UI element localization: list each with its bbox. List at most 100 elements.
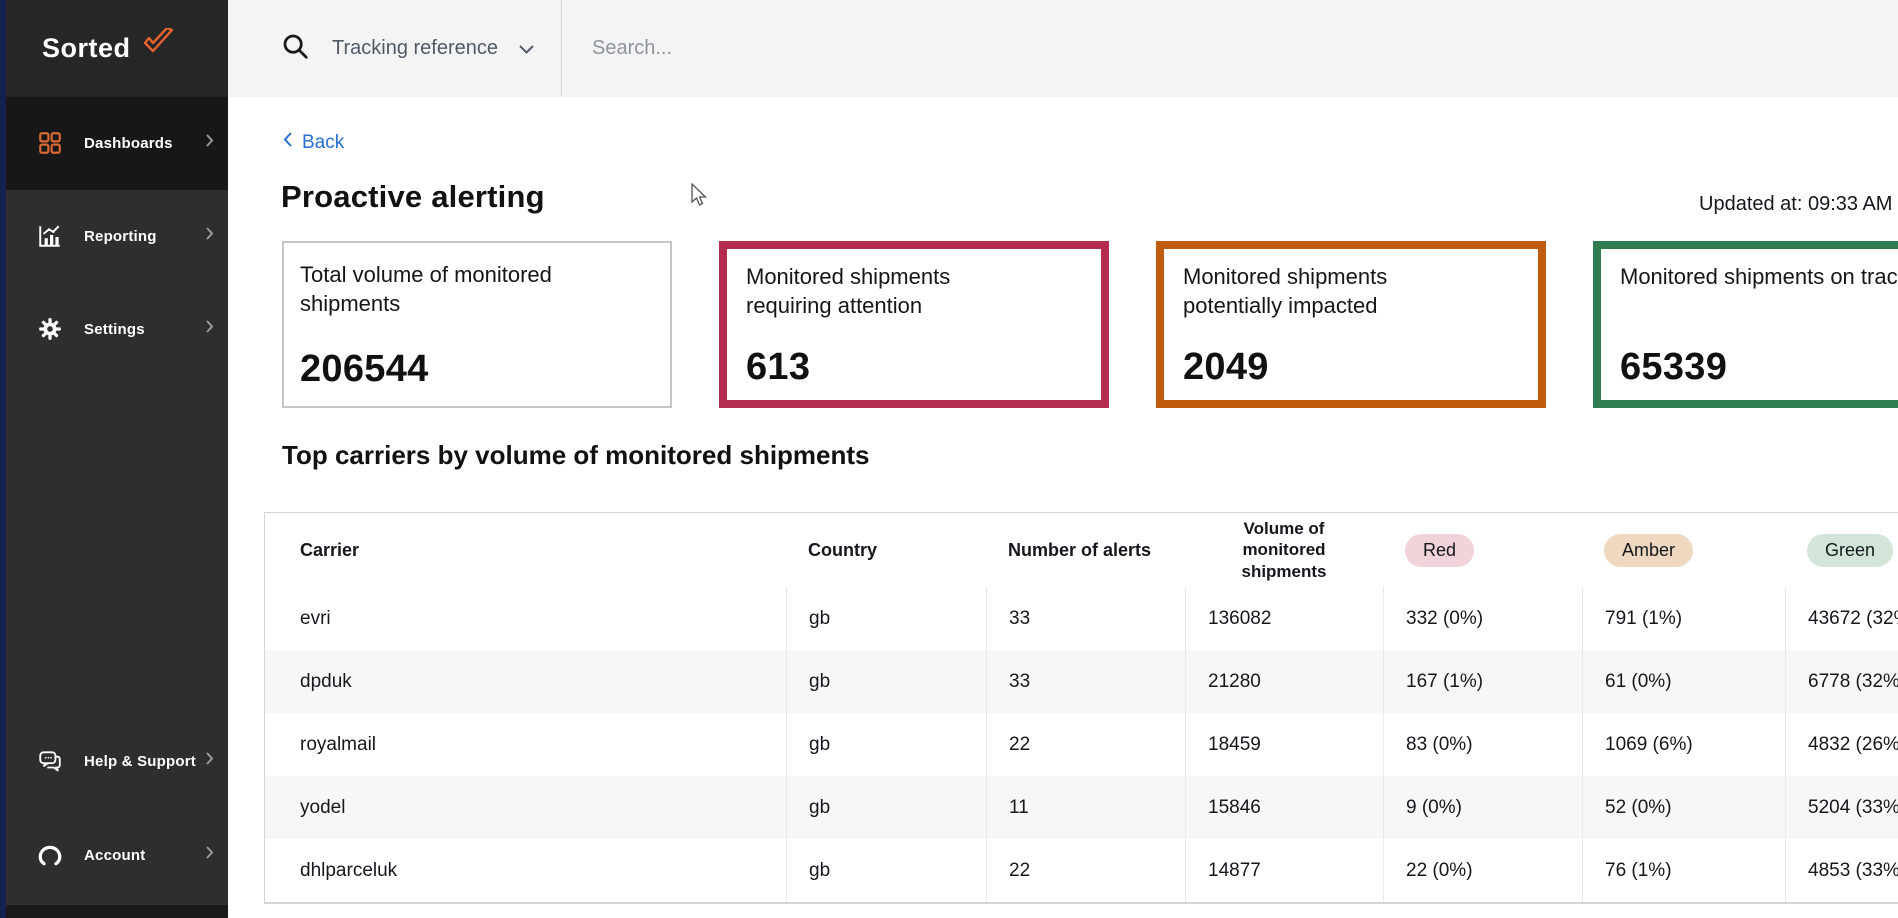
- cell-carrier: dhlparceluk: [300, 859, 398, 881]
- cell-carrier: dpduk: [300, 670, 352, 692]
- column-header-country: Country: [808, 539, 877, 560]
- page-title: Proactive alerting: [281, 179, 545, 214]
- table-header-row: Carrier Country Number of alerts Volume …: [265, 513, 1898, 587]
- cell-amber: 791 (1%): [1582, 587, 1785, 650]
- cell-amber: 52 (0%): [1582, 776, 1785, 839]
- cell-amber: 1069 (6%): [1582, 713, 1785, 776]
- search-icon: [280, 31, 310, 66]
- cell-carrier: evri: [300, 607, 331, 629]
- cell-alerts: 33: [986, 587, 1185, 650]
- sidebar-item-label: Reporting: [84, 227, 157, 245]
- back-button[interactable]: Back: [282, 131, 344, 154]
- table-row: royalmail gb 22 18459 83 (0%) 1069 (6%) …: [265, 713, 1898, 776]
- stat-cards-row: Total volume of monitored shipments 2065…: [282, 241, 1898, 408]
- cell-red: 9 (0%): [1383, 776, 1582, 839]
- chevron-right-icon: [205, 133, 214, 153]
- search-category-dropdown[interactable]: Tracking reference: [280, 0, 535, 97]
- chevron-right-icon: [205, 845, 214, 865]
- table-row: dhlparceluk gb 22 14877 22 (0%) 76 (1%) …: [265, 839, 1898, 902]
- cell-amber: 61 (0%): [1582, 650, 1785, 713]
- gear-icon: [36, 316, 64, 342]
- cell-amber: 76 (1%): [1582, 839, 1785, 902]
- search-category-value: Tracking reference: [332, 37, 498, 59]
- stat-card-label: Total volume of monitored shipments: [300, 262, 552, 317]
- sidebar-item-label: Help & Support: [84, 752, 196, 770]
- column-header-red: Red: [1383, 533, 1582, 567]
- stat-card-label: Monitored shipments potentially impacted: [1183, 264, 1388, 319]
- chevron-right-icon: [205, 751, 214, 771]
- cell-volume: 18459: [1185, 713, 1383, 776]
- cell-country: gb: [786, 587, 986, 650]
- cell-carrier: yodel: [300, 796, 346, 818]
- sidebar-item-label: Settings: [84, 320, 145, 338]
- sidebar-accent-strip: [0, 0, 6, 918]
- stat-card-label: Monitored shipments requiring attention: [746, 264, 951, 319]
- stat-card-total-volume: Total volume of monitored shipments 2065…: [282, 241, 672, 408]
- stat-card-value: 2049: [1183, 346, 1269, 388]
- cell-alerts: 22: [986, 839, 1185, 902]
- green-status-badge: Green: [1807, 533, 1894, 567]
- updated-at-timestamp: Updated at: 09:33 AM: [1699, 193, 1893, 215]
- cell-green: 6778 (32%): [1785, 650, 1898, 713]
- search-bar: Tracking reference: [228, 0, 1898, 97]
- sidebar: Sorted Dashboards: [0, 0, 228, 918]
- stat-card-label: Monitored shipments on track: [1620, 264, 1898, 289]
- sidebar-item-help-support[interactable]: Help & Support: [6, 735, 228, 787]
- table-row: dpduk gb 33 21280 167 (1%) 61 (0%) 6778 …: [265, 650, 1898, 713]
- stat-card-requiring-attention: Monitored shipments requiring attention …: [719, 241, 1109, 408]
- cell-carrier: royalmail: [300, 733, 377, 755]
- table-row: evri gb 33 136082 332 (0%) 791 (1%) 4367…: [265, 587, 1898, 650]
- cell-country: gb: [786, 650, 986, 713]
- sidebar-item-reporting[interactable]: Reporting: [6, 210, 228, 262]
- cell-country: gb: [786, 839, 986, 902]
- cell-green: 4853 (33%): [1785, 839, 1898, 902]
- stat-card-value: 613: [746, 346, 811, 388]
- stat-card-potentially-impacted: Monitored shipments potentially impacted…: [1156, 241, 1546, 408]
- cell-red: 332 (0%): [1383, 587, 1582, 650]
- brand-logo: Sorted: [6, 0, 228, 97]
- sidebar-bottom-strip: [6, 905, 228, 918]
- sidebar-item-account[interactable]: Account: [6, 829, 228, 881]
- topbar-divider: [561, 0, 562, 97]
- cell-volume: 136082: [1185, 587, 1383, 650]
- checkmark-icon: [141, 26, 175, 63]
- column-header-carrier: Carrier: [300, 539, 360, 560]
- cell-red: 22 (0%): [1383, 839, 1582, 902]
- table-body: evri gb 33 136082 332 (0%) 791 (1%) 4367…: [265, 587, 1898, 902]
- chevron-down-icon: [518, 42, 535, 60]
- search-input[interactable]: [590, 0, 1490, 97]
- amber-status-badge: Amber: [1604, 533, 1694, 567]
- cell-volume: 21280: [1185, 650, 1383, 713]
- grid-icon: [36, 130, 64, 156]
- stat-card-on-track: Monitored shipments on track 65339: [1593, 241, 1898, 408]
- mouse-cursor-icon: [688, 182, 710, 212]
- column-header-green: Green: [1785, 533, 1898, 567]
- person-icon: [36, 842, 64, 868]
- cell-country: gb: [786, 776, 986, 839]
- column-header-amber: Amber: [1582, 533, 1785, 567]
- cell-country: gb: [786, 713, 986, 776]
- sidebar-item-label: Account: [84, 846, 146, 864]
- cell-alerts: 11: [986, 776, 1185, 839]
- cell-alerts: 22: [986, 713, 1185, 776]
- column-header-volume: Volume of monitored shipments: [1241, 519, 1327, 581]
- table-section-title: Top carriers by volume of monitored ship…: [282, 440, 870, 470]
- stat-card-value: 65339: [1620, 346, 1728, 388]
- cell-red: 167 (1%): [1383, 650, 1582, 713]
- sidebar-item-dashboards[interactable]: Dashboards: [6, 117, 228, 169]
- sidebar-active-highlight: [6, 97, 228, 190]
- sidebar-item-settings[interactable]: Settings: [6, 303, 228, 355]
- cell-green: 4832 (26%): [1785, 713, 1898, 776]
- chevron-right-icon: [205, 226, 214, 246]
- cell-volume: 15846: [1185, 776, 1383, 839]
- chart-icon: [36, 223, 64, 249]
- cell-alerts: 33: [986, 650, 1185, 713]
- table-row: yodel gb 11 15846 9 (0%) 52 (0%) 5204 (3…: [265, 776, 1898, 839]
- back-label: Back: [302, 131, 345, 153]
- red-status-badge: Red: [1405, 533, 1475, 567]
- carriers-table: Carrier Country Number of alerts Volume …: [264, 512, 1898, 904]
- chevron-left-icon: [282, 131, 293, 154]
- cell-green: 5204 (33%): [1785, 776, 1898, 839]
- cell-red: 83 (0%): [1383, 713, 1582, 776]
